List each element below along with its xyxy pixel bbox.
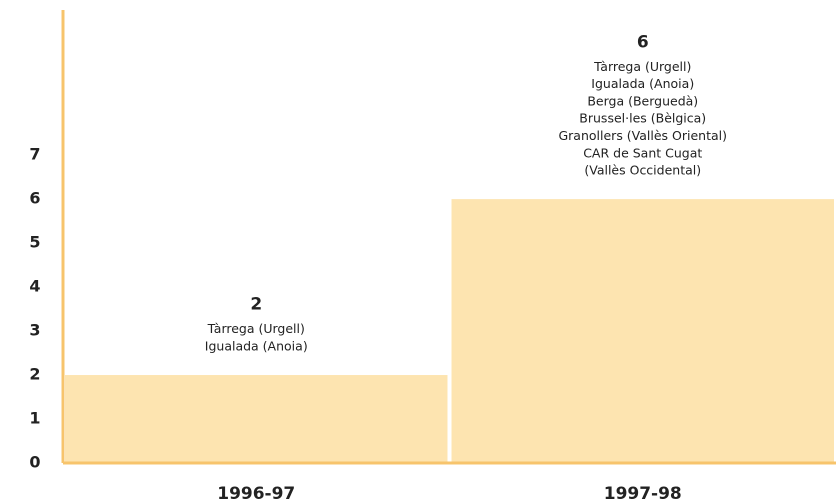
y-tick-label: 1 [29,409,40,428]
bar-annotation: Brussel·les (Bèlgica) [579,111,706,126]
bar [451,199,834,463]
y-tick-label: 6 [29,189,40,208]
x-tick-label: 1996-97 [217,484,295,503]
bar-annotation: Granollers (Vallès Oriental) [558,128,727,143]
bar-annotation: Tàrrega (Urgell) [207,321,305,336]
x-tick-label: 1997-98 [604,484,682,503]
bar-annotation: Igualada (Anoia) [591,76,694,91]
y-tick-label: 5 [29,233,40,252]
bar-annotation: (Vallès Occidental) [584,163,701,178]
bar-annotation: CAR de Sant Cugat [583,145,702,160]
bar [65,375,448,463]
y-tick-label: 0 [29,453,40,472]
value-label: 2 [250,295,262,315]
y-tick-label: 2 [29,365,40,384]
y-tick-label: 7 [29,145,40,164]
y-tick-label: 4 [29,277,40,296]
bar-annotation: Tàrrega (Urgell) [593,59,691,74]
y-tick-label: 3 [29,321,40,340]
bar-annotation: Igualada (Anoia) [205,339,308,354]
bar-annotation: Berga (Berguedà) [587,93,698,108]
value-label: 6 [637,32,649,52]
